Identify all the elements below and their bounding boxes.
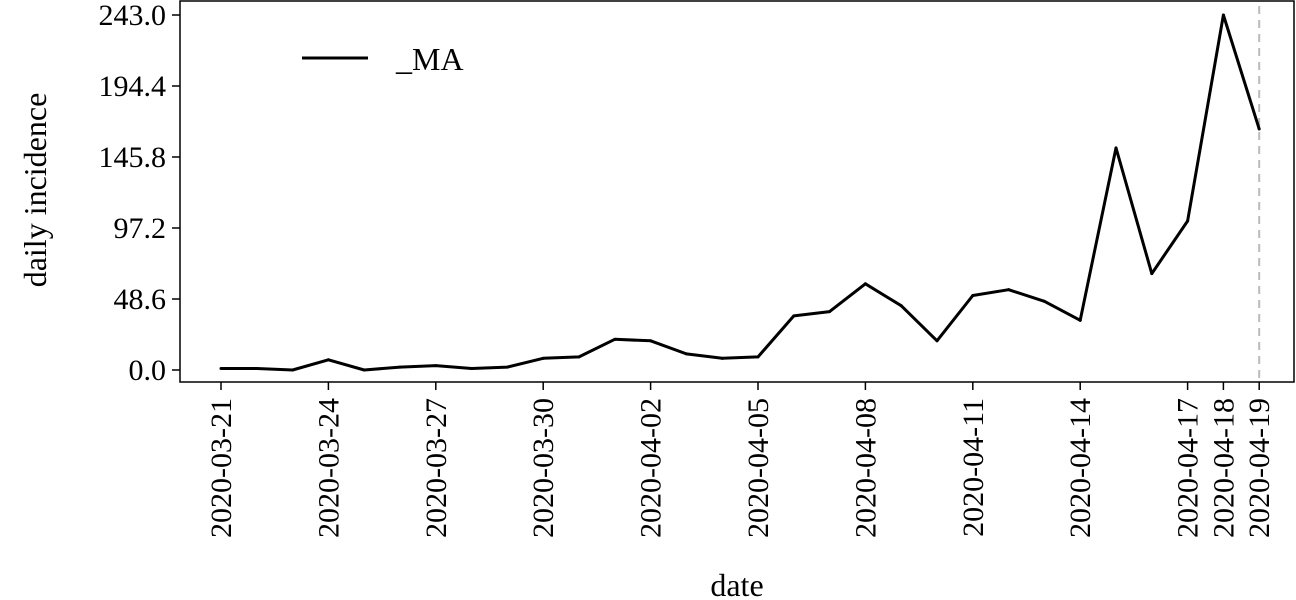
x-tick-label: 2020-04-18 [1207, 398, 1240, 538]
x-tick-label: 2020-03-30 [527, 398, 560, 538]
data-point [1186, 219, 1190, 223]
x-tick-label: 2020-04-05 [742, 398, 775, 538]
data-point [792, 314, 796, 318]
data-point [577, 355, 581, 359]
x-tick-label: 2020-04-14 [1064, 398, 1097, 538]
data-point [756, 355, 760, 359]
x-tick-label: 2020-04-11 [957, 398, 990, 537]
data-point [1114, 146, 1118, 150]
x-axis: 2020-03-21 2020-03-24 2020-03-27 2020-03-30… [205, 382, 1276, 538]
data-point [1221, 13, 1225, 17]
data-point [684, 352, 688, 356]
x-tick-label: 2020-03-27 [420, 398, 453, 538]
y-axis: 0.0 48.6 97.2 145.8 194.4 243.0 [99, 0, 180, 387]
data-point [541, 356, 545, 360]
data-point [1257, 127, 1261, 131]
data-point [255, 367, 259, 371]
y-tick-label: 194.4 [99, 70, 167, 103]
data-point [362, 368, 366, 372]
x-tick-label: 2020-03-21 [205, 398, 238, 538]
data-point [434, 364, 438, 368]
y-tick-label: 48.6 [114, 283, 167, 316]
x-tick-label: 2020-04-17 [1172, 398, 1205, 538]
data-point [219, 367, 223, 371]
data-points [219, 13, 1261, 372]
legend-label: _MA [395, 41, 464, 77]
data-point [505, 365, 509, 369]
data-point [613, 337, 617, 341]
data-point [1078, 318, 1082, 322]
y-tick-label: 0.0 [129, 354, 167, 387]
series-line-ma [221, 13, 1261, 372]
x-tick-label: 2020-03-24 [312, 398, 345, 538]
x-tick-label: 2020-04-02 [635, 398, 668, 538]
y-tick-label: 243.0 [99, 0, 167, 32]
data-point [828, 310, 832, 314]
y-axis-title: daily incidence [17, 93, 53, 288]
data-point [971, 293, 975, 297]
data-point [291, 368, 295, 372]
y-tick-label: 145.8 [99, 141, 167, 174]
data-point [1042, 299, 1046, 303]
data-point [1007, 288, 1011, 292]
x-tick-label: 2020-04-08 [849, 398, 882, 538]
legend: _MA [302, 41, 464, 77]
data-point [649, 339, 653, 343]
data-point [470, 367, 474, 371]
data-point [326, 358, 330, 362]
data-point [899, 304, 903, 308]
data-point [863, 282, 867, 286]
data-point [935, 339, 939, 343]
data-point [720, 356, 724, 360]
data-point [1150, 272, 1154, 276]
x-tick-label: 2020-04-19 [1243, 398, 1276, 538]
data-point [398, 365, 402, 369]
plot-area-frame [179, 0, 1295, 383]
x-axis-title: date [710, 567, 763, 600]
y-tick-label: 97.2 [114, 212, 167, 245]
